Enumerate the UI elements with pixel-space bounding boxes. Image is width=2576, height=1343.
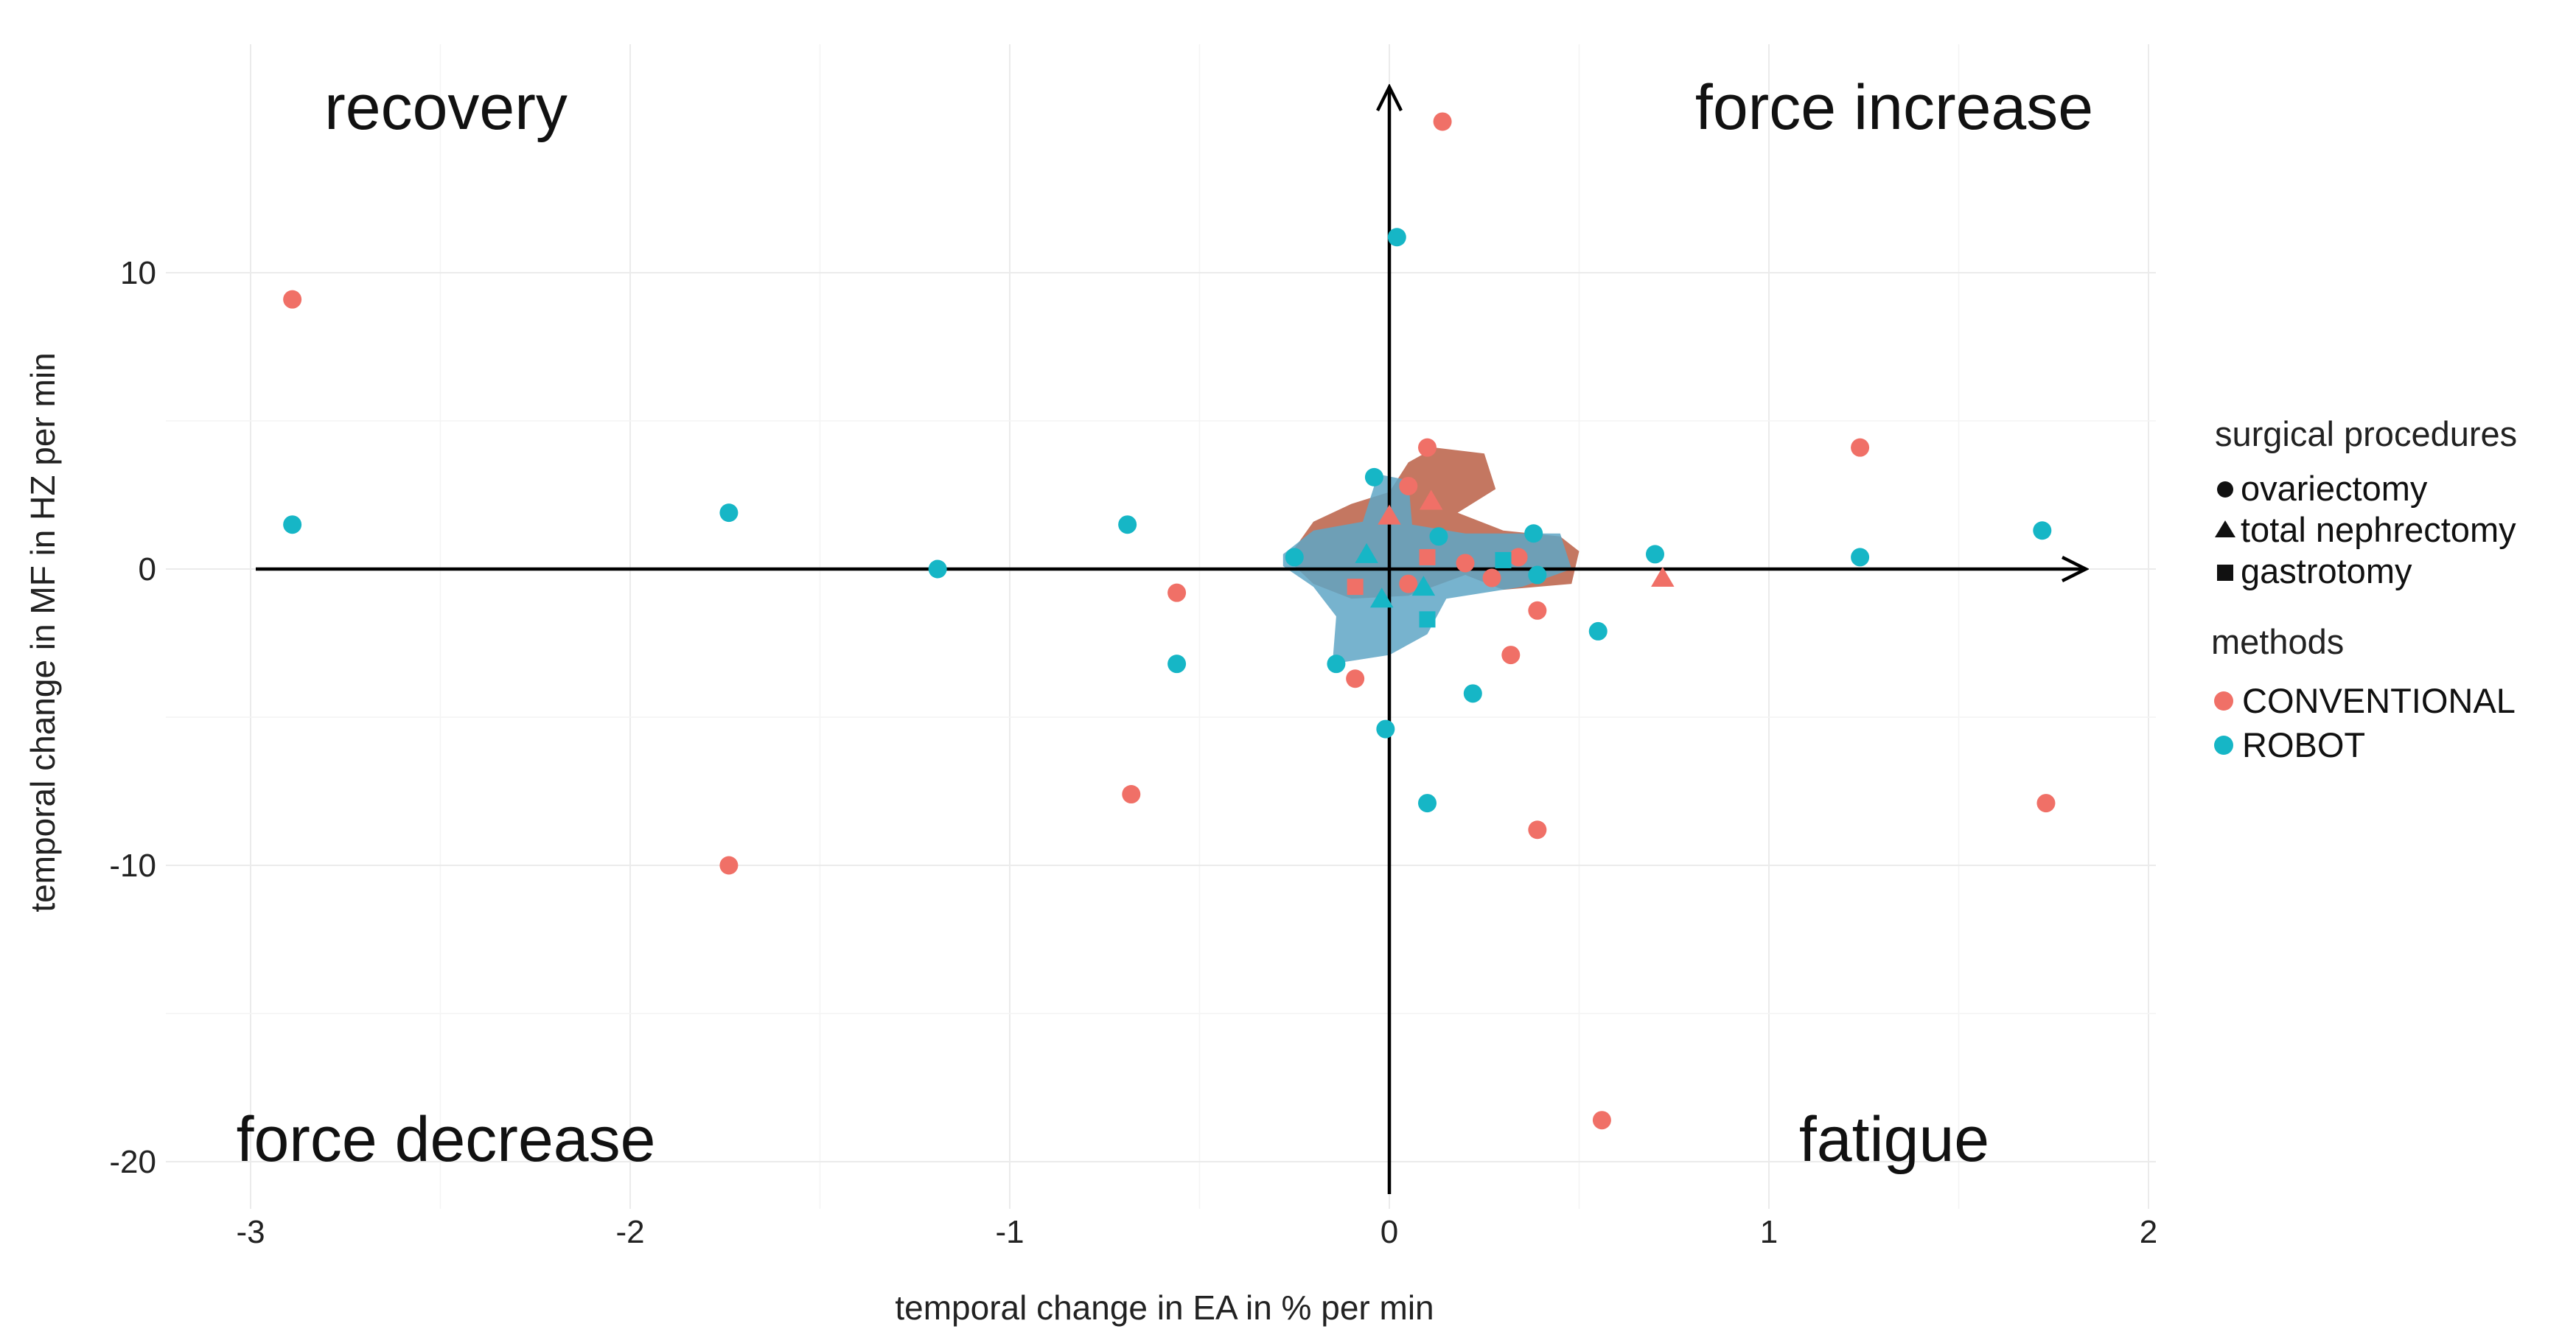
point-conventional-square xyxy=(1419,548,1436,565)
legend-color-title: methods xyxy=(2211,622,2344,661)
point-robot-circle xyxy=(1528,565,1547,585)
point-conventional-circle xyxy=(1433,112,1452,131)
x-tick-label: -2 xyxy=(615,1214,644,1250)
point-conventional-circle xyxy=(2036,794,2056,813)
legend: surgical procedures ovariectomy total ne… xyxy=(2211,414,2517,764)
x-tick-label: 2 xyxy=(2140,1214,2157,1250)
point-conventional-circle xyxy=(1509,548,1528,567)
point-conventional-circle xyxy=(1122,785,1141,804)
point-conventional-circle xyxy=(1167,583,1187,602)
legend-shape-title: surgical procedures xyxy=(2215,414,2517,453)
point-conventional-circle xyxy=(1528,820,1547,840)
legend-label-ovariectomy: ovariectomy xyxy=(2241,469,2428,508)
point-conventional-circle xyxy=(1851,438,1870,457)
point-robot-circle xyxy=(1524,524,1543,543)
point-robot-circle xyxy=(1646,545,1664,564)
point-robot-circle xyxy=(1429,527,1448,546)
quadrant-label-recovery: recovery xyxy=(324,72,568,143)
x-tick-label: -1 xyxy=(995,1214,1024,1250)
x-axis-title: temporal change in EA in % per min xyxy=(895,1288,1434,1327)
point-robot-circle xyxy=(1167,655,1187,674)
legend-label-gastrotomy: gastrotomy xyxy=(2241,551,2412,590)
legend-circle-icon xyxy=(2217,481,2233,498)
point-robot-circle xyxy=(1588,621,1608,641)
point-robot-triangle xyxy=(1355,543,1378,563)
point-conventional-circle xyxy=(1456,554,1475,573)
point-conventional-circle xyxy=(1399,574,1418,593)
point-conventional-circle xyxy=(1346,669,1365,688)
y-tick-label: 0 xyxy=(139,551,156,587)
point-conventional-circle xyxy=(1482,568,1501,587)
x-tick-label: 1 xyxy=(1760,1214,1778,1250)
point-robot-triangle xyxy=(1411,576,1436,596)
point-robot-circle xyxy=(719,503,739,523)
legend-conventional-dot-icon xyxy=(2214,691,2233,711)
point-robot-circle xyxy=(1851,548,1870,567)
point-conventional-triangle xyxy=(1378,504,1401,525)
legend-label-conventional: CONVENTIONAL xyxy=(2242,681,2516,720)
point-robot-circle xyxy=(1327,655,1346,674)
point-robot-circle xyxy=(1118,515,1137,534)
point-robot-circle xyxy=(2033,521,2052,540)
point-conventional-square xyxy=(1347,579,1364,596)
legend-label-total-nephrectomy: total nephrectomy xyxy=(2241,510,2516,549)
legend-triangle-icon xyxy=(2215,520,2235,537)
point-robot-square xyxy=(1495,551,1512,568)
y-tick-label: -10 xyxy=(109,848,156,884)
point-conventional-circle xyxy=(1528,601,1547,620)
quadrant-label-fatigue: fatigue xyxy=(1799,1104,1989,1175)
point-conventional-circle xyxy=(1399,476,1418,495)
legend-robot-dot-icon xyxy=(2214,736,2233,755)
data-points xyxy=(283,112,2056,1130)
point-robot-circle xyxy=(1463,684,1482,703)
point-conventional-circle xyxy=(719,856,739,875)
point-robot-circle xyxy=(1364,467,1383,486)
quadrant-labels: recovery force increase force decrease f… xyxy=(237,72,2094,1175)
point-robot-circle xyxy=(283,515,302,534)
y-axis-title: temporal change in MF in HZ per min xyxy=(24,352,62,912)
y-tick-label: 10 xyxy=(120,255,156,291)
legend-square-icon xyxy=(2217,565,2233,581)
point-robot-circle xyxy=(1285,548,1304,567)
point-robot-circle xyxy=(1387,228,1406,247)
quadrant-label-force-increase: force increase xyxy=(1695,72,2093,143)
point-robot-circle xyxy=(928,559,947,579)
point-conventional-circle xyxy=(283,290,302,309)
x-tick-label: 0 xyxy=(1381,1214,1398,1250)
point-robot-square xyxy=(1419,611,1436,628)
point-robot-circle xyxy=(1418,794,1437,813)
point-conventional-triangle xyxy=(1419,489,1443,510)
point-conventional-circle xyxy=(1592,1111,1611,1130)
point-robot-circle xyxy=(1376,719,1395,739)
point-conventional-circle xyxy=(1501,646,1521,665)
point-conventional-triangle xyxy=(1651,567,1675,587)
point-robot-triangle xyxy=(1369,587,1394,608)
quadrant-axes xyxy=(256,87,2086,1194)
quadrant-label-force-decrease: force decrease xyxy=(237,1104,656,1175)
y-tick-label: -20 xyxy=(109,1144,156,1180)
legend-label-robot: ROBOT xyxy=(2242,725,2365,764)
x-tick-label: -3 xyxy=(236,1214,265,1250)
point-conventional-circle xyxy=(1418,438,1437,457)
